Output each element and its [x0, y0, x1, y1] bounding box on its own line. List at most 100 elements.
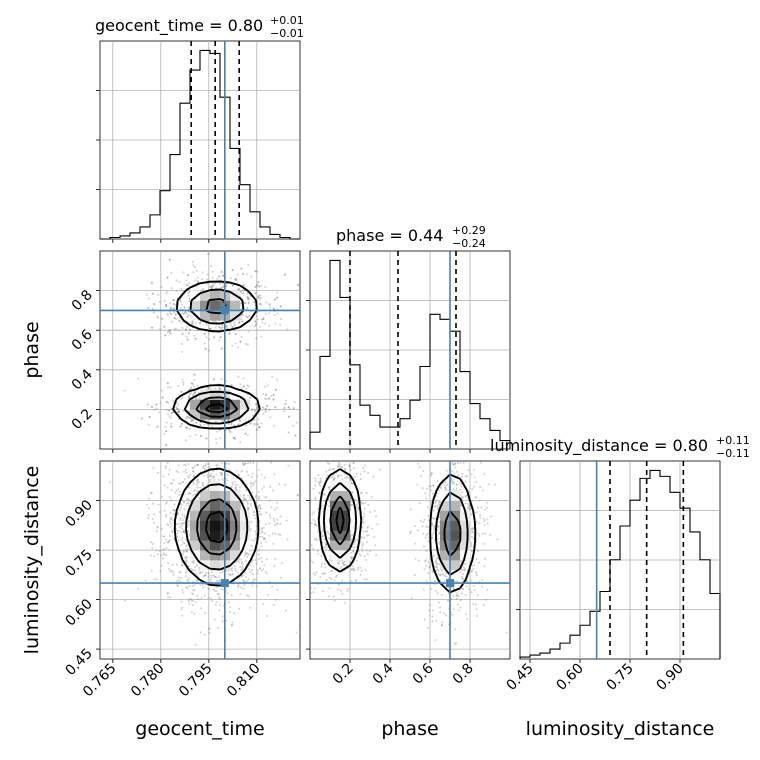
sample-point	[196, 486, 199, 489]
sample-point	[334, 575, 337, 578]
sample-point	[461, 491, 464, 494]
sample-point	[169, 332, 172, 335]
sample-point	[208, 338, 211, 341]
sample-point	[242, 587, 245, 590]
sample-point	[177, 539, 180, 542]
sample-point	[162, 552, 165, 555]
sample-point	[206, 423, 209, 426]
sample-point	[446, 483, 449, 486]
sample-point	[436, 563, 439, 566]
sample-point	[232, 284, 234, 287]
sample-point	[178, 410, 180, 413]
sample-point	[151, 502, 154, 505]
sample-point	[235, 469, 238, 472]
sample-point	[204, 583, 207, 586]
sample-point	[479, 516, 482, 519]
sample-point	[180, 543, 183, 546]
sample-point	[246, 503, 249, 505]
sample-point	[168, 415, 171, 418]
sample-point	[251, 569, 253, 571]
y-tick-label-luminosity_distance: 0.60	[62, 596, 95, 629]
sample-point	[431, 569, 434, 572]
sample-point	[425, 525, 428, 528]
sample-point	[176, 580, 179, 582]
sample-point	[172, 299, 175, 302]
sample-point	[473, 589, 476, 592]
sample-point	[182, 501, 185, 503]
sample-point	[207, 572, 210, 575]
sample-point	[185, 548, 188, 551]
sample-point	[179, 299, 182, 302]
sample-point	[256, 318, 259, 321]
sample-point	[208, 332, 210, 335]
density-cell	[440, 550, 451, 561]
sample-point	[209, 327, 212, 330]
sample-point	[454, 466, 457, 469]
sample-point	[181, 519, 184, 522]
sample-point	[336, 474, 339, 477]
sample-point	[478, 522, 481, 525]
sample-point	[165, 547, 168, 549]
sample-point	[312, 518, 315, 521]
sample-point	[233, 321, 236, 324]
sample-point	[165, 290, 168, 293]
sample-point	[150, 541, 153, 544]
sample-point	[455, 487, 458, 490]
sample-point	[241, 562, 244, 565]
sample-point	[453, 580, 456, 583]
sample-point	[169, 517, 172, 520]
sample-point	[423, 568, 426, 571]
density-cell	[190, 290, 201, 301]
sample-point	[179, 518, 181, 521]
sample-point	[484, 532, 487, 535]
sample-point	[242, 463, 245, 466]
sample-point	[173, 311, 176, 314]
sample-point	[185, 555, 188, 558]
sample-point	[450, 478, 453, 481]
sample-point	[264, 540, 267, 543]
sample-point	[195, 421, 198, 424]
sample-point	[479, 461, 482, 464]
sample-point	[158, 511, 161, 513]
sample-point	[365, 578, 368, 581]
sample-point	[172, 307, 175, 310]
sample-point	[177, 385, 180, 387]
sample-point	[357, 508, 360, 511]
sample-point	[434, 505, 437, 508]
sample-point	[344, 476, 347, 479]
sample-point	[160, 496, 163, 498]
sample-point	[421, 525, 424, 528]
sample-point	[326, 474, 329, 477]
sample-point	[353, 546, 356, 549]
sample-point	[159, 570, 162, 573]
sample-point	[461, 577, 464, 580]
sample-point	[151, 543, 154, 545]
sample-point	[320, 563, 323, 565]
sample-point	[218, 386, 221, 389]
sample-point	[264, 385, 267, 388]
sample-point	[361, 502, 364, 504]
sample-point	[231, 621, 234, 624]
sample-point	[350, 539, 353, 542]
sample-point	[344, 468, 347, 471]
sample-point	[192, 604, 194, 606]
density-cell	[340, 540, 351, 551]
sample-point	[275, 296, 278, 299]
density-cell	[190, 500, 201, 511]
sample-point	[486, 518, 489, 521]
sample-point	[320, 555, 323, 558]
sample-point	[234, 481, 237, 484]
sample-point	[241, 313, 244, 316]
sample-point	[254, 517, 257, 520]
sample-point	[427, 515, 430, 518]
sample-point	[258, 426, 261, 429]
sample-point	[230, 624, 233, 627]
sample-point	[199, 435, 202, 437]
sample-point	[340, 466, 343, 469]
sample-point	[221, 323, 224, 326]
sample-point	[188, 523, 191, 526]
sample-point	[460, 485, 463, 488]
density-cell	[230, 490, 241, 501]
sample-point	[160, 554, 163, 557]
sample-point	[444, 487, 447, 490]
